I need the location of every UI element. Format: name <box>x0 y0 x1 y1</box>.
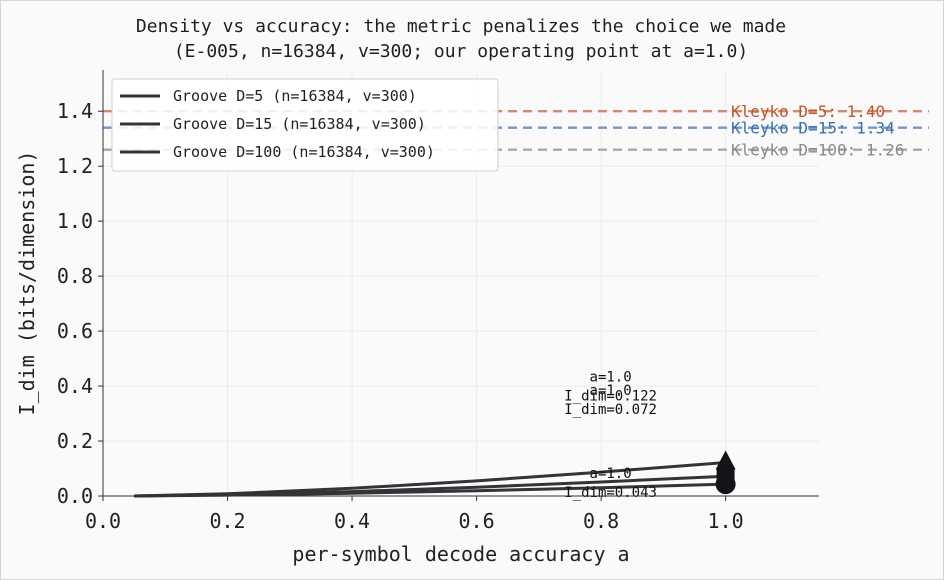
data-point <box>715 450 736 470</box>
x-tick-label: 1.0 <box>708 509 744 533</box>
annotation-text: a=1.0 <box>590 383 632 399</box>
legend-label: Groove D=5 (n=16384, v=300) <box>173 87 417 105</box>
reference-label: Kleyko D=5: 1.40 <box>731 102 885 121</box>
y-tick-label: 0.2 <box>57 429 93 453</box>
axes <box>102 70 819 497</box>
legend-box <box>111 78 499 172</box>
y-axis-label: I_dim (bits/dimension) <box>15 151 39 416</box>
reference-label: Kleyko D=100: 1.26 <box>731 141 904 160</box>
chart-subtitle: (E-005, n=16384, v=300; our operating po… <box>174 41 748 62</box>
x-tick-label: 0.6 <box>459 509 495 533</box>
y-tick-label: 0.8 <box>57 264 93 288</box>
annotation-text: a=1.0 <box>590 369 632 385</box>
y-tick-label: 0.0 <box>57 484 93 508</box>
y-tick-label: 0.6 <box>57 319 93 343</box>
x-tick-label: 0.4 <box>334 509 370 533</box>
series-line <box>134 482 726 498</box>
data-point <box>715 474 736 495</box>
y-tick-label: 1.0 <box>57 209 93 233</box>
legend: Groove D=5 (n=16384, v=300) Groove D=15 … <box>111 78 499 172</box>
legend-label: Groove D=100 (n=16384, v=300) <box>173 143 435 161</box>
annotation-text: I_dim=0.122 <box>564 388 657 404</box>
y-tick-label: 1.2 <box>57 154 93 178</box>
x-tick-label: 0.2 <box>209 509 245 533</box>
chart-title: Density vs accuracy: the metric penalize… <box>136 16 786 37</box>
reference-label: Kleyko D=15: 1.34 <box>731 119 895 138</box>
series-lines <box>134 450 736 498</box>
annotation-text: I_dim=0.043 <box>564 485 657 501</box>
ticks: 0.0 0.2 0.4 0.6 0.8 1.0 0.0 0.2 0.4 0.6 0.8 1.0 1.2 1… <box>57 99 744 533</box>
y-tick-label: 1.4 <box>57 99 93 123</box>
y-tick-label: 0.4 <box>57 374 93 398</box>
annotations: a=1.0I_dim=0.122a=1.0I_dim=0.072a=1.0I_d… <box>564 369 657 501</box>
annotation-text: a=1.0 <box>590 466 632 482</box>
x-axis-label: per-symbol decode accuracy a <box>292 542 629 566</box>
x-tick-label: 0.8 <box>583 509 619 533</box>
legend-label: Groove D=15 (n=16384, v=300) <box>173 115 426 133</box>
annotation-text: I_dim=0.072 <box>564 402 657 418</box>
x-tick-label: 0.0 <box>85 509 121 533</box>
